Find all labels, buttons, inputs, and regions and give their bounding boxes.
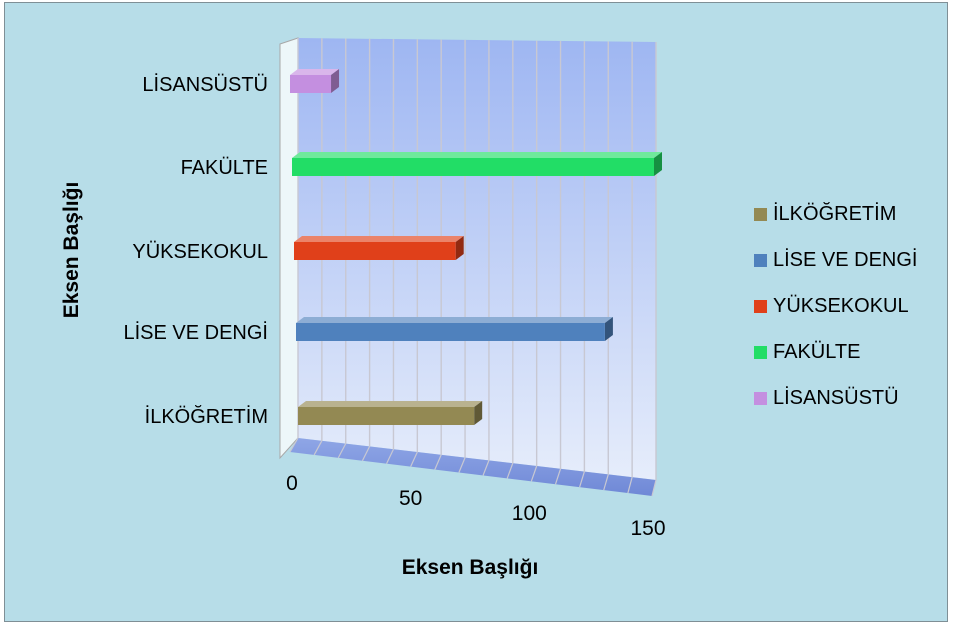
floor-grid-line — [530, 465, 538, 482]
y-axis-title: Eksen Başlığı — [60, 182, 83, 319]
bar-1 — [298, 401, 483, 425]
bar-front-face — [292, 158, 654, 176]
category-label: LİSE VE DENGİ — [124, 321, 269, 344]
floor-grid-line — [289, 437, 299, 453]
bar-2 — [296, 317, 613, 341]
x-axis-title: Eksen Başlığı — [402, 556, 539, 579]
bar-top-face — [292, 152, 662, 158]
bar-front-face — [294, 242, 456, 260]
legend-item: LİSANSÜSTÜ — [754, 386, 899, 409]
x-tick-labels: 0 50 100 150 — [286, 472, 665, 540]
floor-grid-line — [434, 454, 442, 470]
bar-end-face — [604, 317, 613, 341]
bars — [290, 69, 662, 425]
floor-grid-line — [627, 477, 633, 494]
bar-end-face — [474, 401, 483, 425]
legend-label: YÜKSEKOKUL — [773, 295, 909, 317]
floor-grid-line — [337, 443, 347, 459]
bar-top-face — [290, 69, 340, 75]
bar-5 — [290, 69, 340, 93]
legend-label: FAKÜLTE — [773, 341, 860, 363]
legend-label: LİSANSÜSTÜ — [773, 386, 899, 409]
legend-swatch — [754, 346, 767, 359]
floor-grid-line — [361, 446, 371, 462]
floor-grid-line — [554, 468, 562, 485]
legend: İLKÖĞRETİM LİSE VE DENGİ YÜKSEKOKUL FAKÜLTE… — [754, 202, 918, 409]
bar-front-face — [298, 407, 475, 425]
legend-item: LİSE VE DENGİ — [754, 248, 918, 271]
bar-top-face — [298, 401, 483, 407]
x-tick-label: 0 — [286, 472, 298, 495]
floor-grid-line — [579, 471, 585, 488]
bar-3 — [294, 236, 464, 260]
legend-item: İLKÖĞRETİM — [754, 202, 896, 225]
category-label: FAKÜLTE — [181, 157, 268, 179]
floor-grid-line — [506, 462, 514, 479]
bar-top-face — [294, 236, 464, 242]
floor-grid-line — [458, 457, 466, 473]
plot-back-wall — [298, 38, 656, 480]
legend-label: İLKÖĞRETİM — [773, 202, 896, 225]
legend-swatch — [754, 300, 767, 313]
floor-grid-line — [603, 474, 609, 491]
bar-end-face — [654, 152, 662, 176]
bar-end-face — [331, 69, 340, 93]
bar-end-face — [455, 236, 464, 260]
plot-floor — [290, 438, 656, 496]
legend-label: LİSE VE DENGİ — [773, 248, 918, 271]
x-tick-label: 100 — [512, 502, 547, 525]
x-tick-label: 150 — [630, 517, 665, 540]
floor-grid-line — [651, 479, 657, 497]
legend-swatch — [754, 392, 767, 405]
floor-grid-line — [313, 440, 323, 456]
floor-grid-line — [482, 460, 490, 476]
category-label: LİSANSÜSTÜ — [142, 73, 268, 96]
legend-swatch — [754, 254, 767, 267]
floor-grid-line — [410, 451, 418, 467]
legend-item: FAKÜLTE — [754, 341, 860, 363]
legend-swatch — [754, 208, 767, 221]
category-label: İLKÖĞRETİM — [145, 405, 268, 428]
category-labels: İLKÖĞRETİM LİSE VE DENGİ YÜKSEKOKUL FAKÜLTE… — [124, 73, 269, 428]
grid-lines — [289, 38, 657, 497]
floor-grid-line — [385, 448, 395, 464]
bar-front-face — [290, 75, 332, 93]
category-label: YÜKSEKOKUL — [132, 241, 268, 263]
legend-item: YÜKSEKOKUL — [754, 295, 909, 317]
x-tick-label: 50 — [399, 487, 422, 510]
bar-top-face — [296, 317, 613, 323]
bar-4 — [292, 152, 662, 176]
bar-front-face — [296, 323, 605, 341]
